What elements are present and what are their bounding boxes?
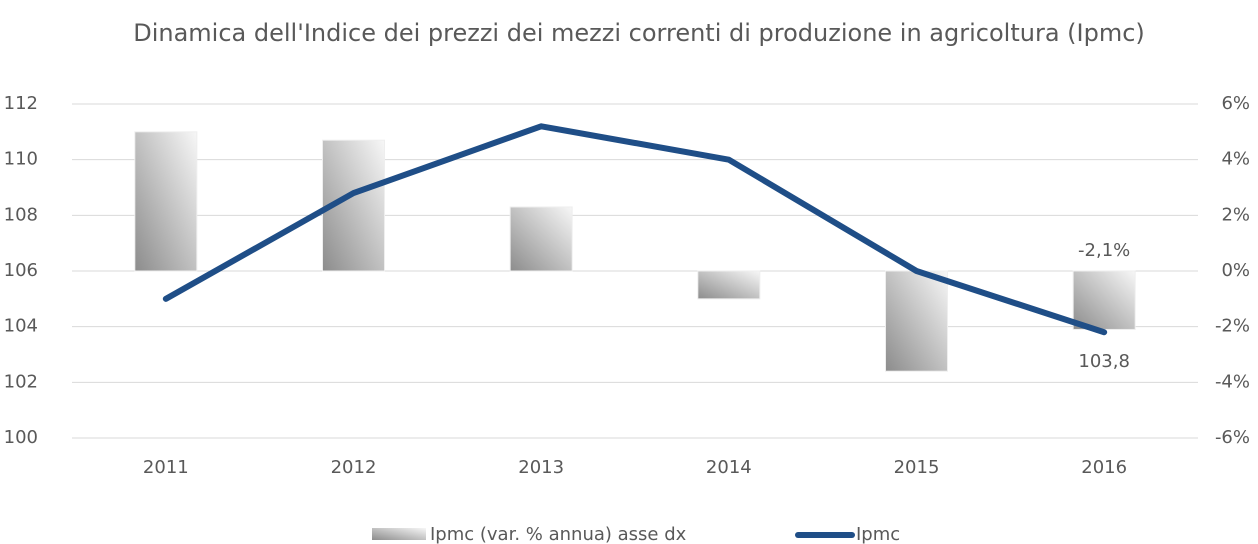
bar — [509, 206, 573, 272]
y2-tick-label: 6% — [1221, 93, 1250, 114]
x-tick-label: 2013 — [518, 457, 564, 478]
x-tick-label: 2012 — [331, 457, 377, 478]
line-value-label: 103,8 — [1078, 351, 1130, 372]
y2-tick-label: -6% — [1215, 427, 1250, 448]
y-tick-label: 104 — [4, 316, 38, 337]
y2-tick-label: -4% — [1215, 371, 1250, 392]
y2-tick-label: -2% — [1215, 316, 1250, 337]
x-tick-label: 2016 — [1081, 457, 1127, 478]
x-tick-label: 2011 — [143, 457, 189, 478]
x-tick-label: 2014 — [706, 457, 752, 478]
y-tick-label: 108 — [4, 204, 38, 225]
bar — [885, 270, 948, 372]
y-tick-label: 112 — [4, 93, 38, 114]
y-tick-label: 100 — [4, 427, 38, 448]
line — [162, 123, 1108, 336]
chart-title: Dinamica dell'Indice dei prezzi dei mezz… — [133, 19, 1145, 47]
y-tick-label: 110 — [4, 149, 38, 170]
bar-value-label: -2,1% — [1078, 240, 1130, 261]
legend-label: Ipmc — [856, 524, 900, 544]
y2-tick-label: 0% — [1221, 260, 1250, 281]
x-tick-label: 2015 — [894, 457, 940, 478]
y2-tick-label: 2% — [1221, 204, 1250, 225]
bar — [1072, 270, 1136, 330]
legend-label: Ipmc (var. % annua) asse dx — [430, 524, 687, 544]
legend-swatch-bar — [372, 528, 426, 540]
bar — [134, 131, 198, 272]
y2-tick-label: 4% — [1221, 149, 1250, 170]
y-tick-label: 102 — [4, 371, 38, 392]
bar — [697, 270, 761, 300]
y-tick-label: 106 — [4, 260, 38, 281]
bar — [322, 139, 385, 272]
